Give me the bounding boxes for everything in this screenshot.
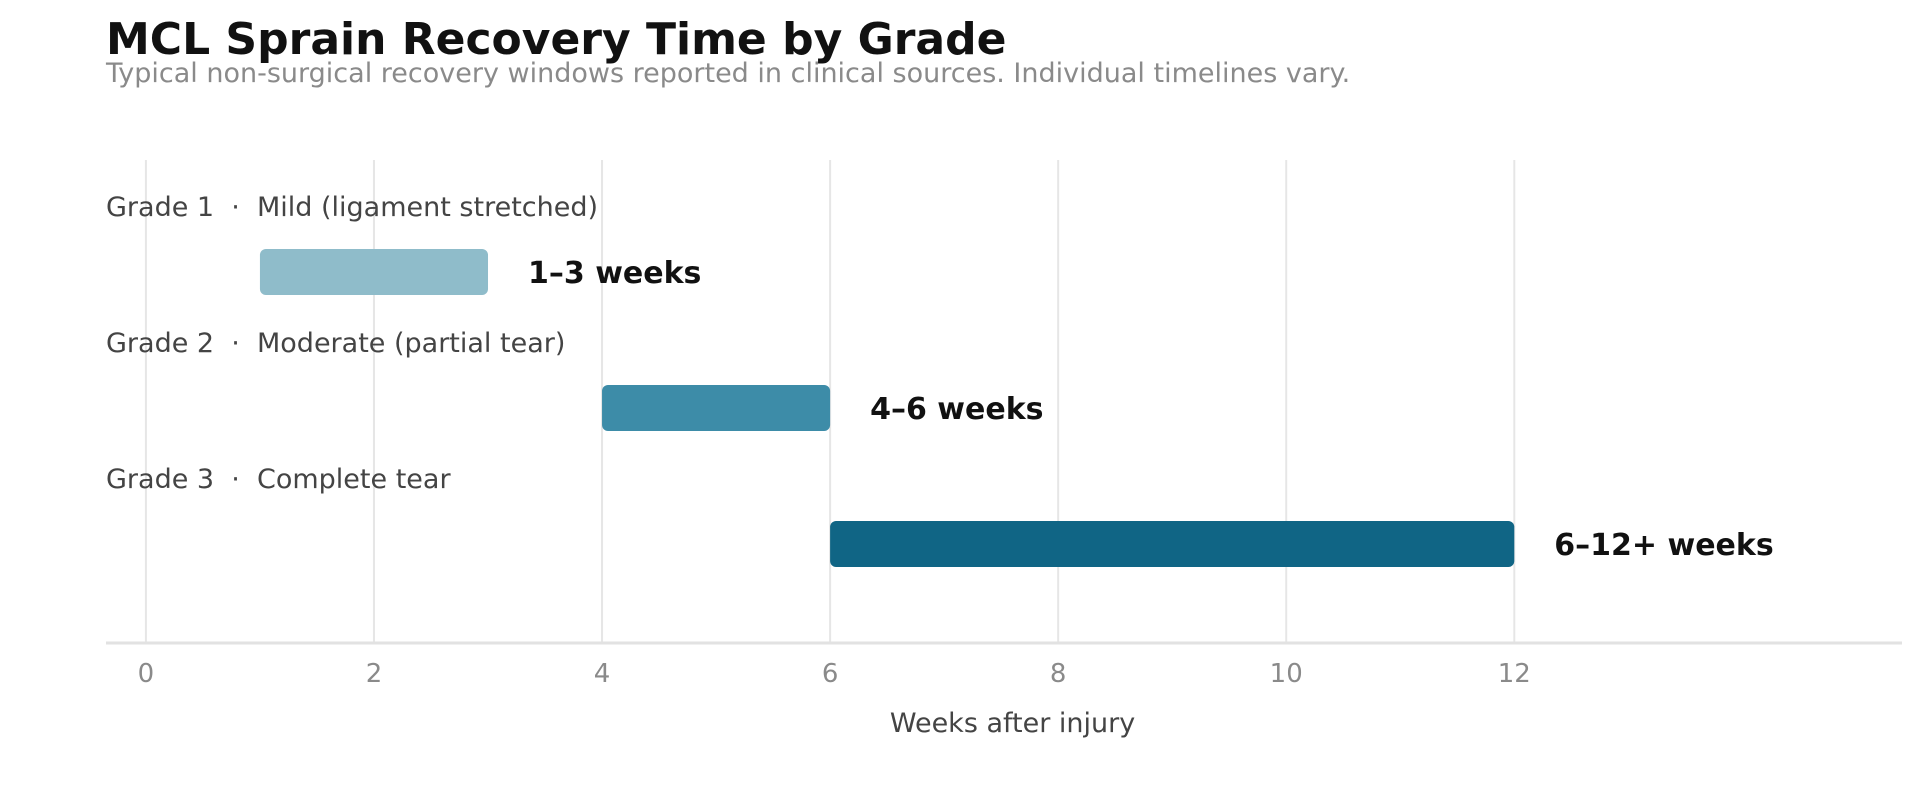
bar-value-label: 1–3 weeks bbox=[528, 256, 701, 291]
category-label: Grade 1 · Mild (ligament stretched) bbox=[106, 192, 598, 223]
x-tick-label: 0 bbox=[138, 659, 155, 689]
bar-value-label: 6–12+ weeks bbox=[1554, 528, 1773, 563]
value-labels: 1–3 weeks 4–6 weeks 6–12+ weeks bbox=[528, 256, 1774, 563]
bars bbox=[259, 249, 1515, 567]
category-label: Grade 2 · Moderate (partial tear) bbox=[106, 328, 565, 359]
range-bar bbox=[259, 249, 489, 295]
category-label: Grade 3 · Complete tear bbox=[106, 464, 451, 495]
chart-subtitle: Typical non-surgical recovery windows re… bbox=[106, 58, 1351, 89]
category-labels: Grade 1 · Mild (ligament stretched) Grade… bbox=[106, 192, 598, 495]
bar-value-label: 4–6 weeks bbox=[870, 392, 1043, 427]
x-tick-label: 4 bbox=[594, 659, 611, 689]
gridlines bbox=[144, 160, 1516, 643]
chart-title: MCL Sprain Recovery Time by Grade bbox=[106, 14, 1007, 65]
x-tick-label: 12 bbox=[1498, 659, 1531, 689]
x-tick-labels: 0 2 4 6 8 10 12 bbox=[138, 659, 1531, 689]
x-tick-label: 6 bbox=[822, 659, 839, 689]
x-tick-label: 8 bbox=[1050, 659, 1067, 689]
x-axis-title: Weeks after injury bbox=[890, 708, 1135, 739]
range-bar bbox=[830, 521, 1515, 567]
range-bar bbox=[602, 385, 831, 431]
x-tick-label: 10 bbox=[1270, 659, 1303, 689]
x-tick-label: 2 bbox=[366, 659, 383, 689]
